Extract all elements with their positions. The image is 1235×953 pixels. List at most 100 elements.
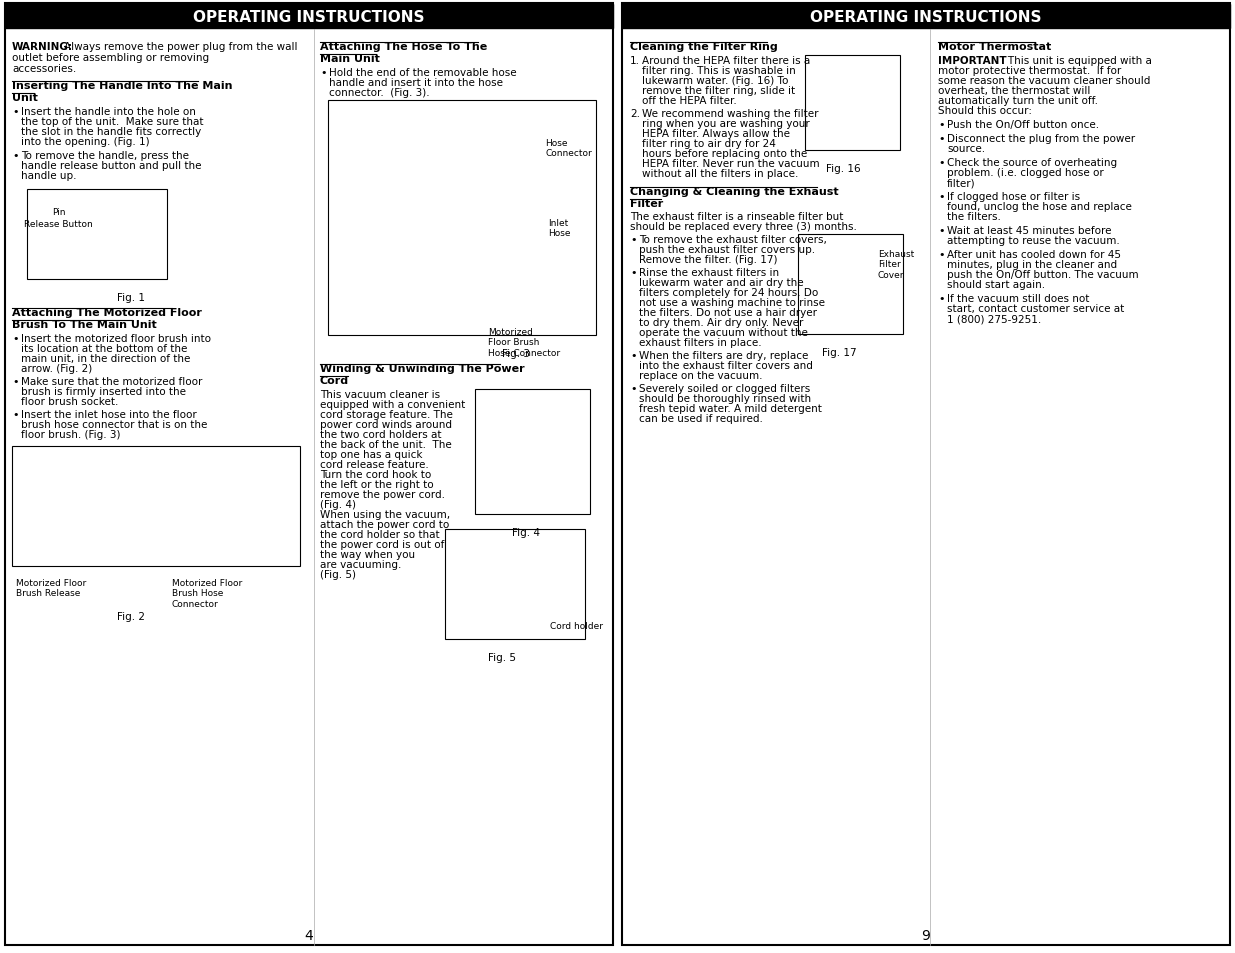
Text: •: • <box>630 384 636 394</box>
Text: OPERATING INSTRUCTIONS: OPERATING INSTRUCTIONS <box>193 10 425 25</box>
Text: cord storage feature. The: cord storage feature. The <box>320 410 453 419</box>
Text: When using the vacuum,: When using the vacuum, <box>320 510 450 519</box>
Text: floor brush. (Fig. 3): floor brush. (Fig. 3) <box>21 430 121 439</box>
Text: •: • <box>12 376 19 387</box>
Text: not use a washing machine to rinse: not use a washing machine to rinse <box>638 297 825 308</box>
Text: Insert the handle into the hole on: Insert the handle into the hole on <box>21 107 196 117</box>
Text: Inserting The Handle Into The Main: Inserting The Handle Into The Main <box>12 81 232 91</box>
Text: brush is firmly inserted into the: brush is firmly inserted into the <box>21 387 186 396</box>
Text: Insert the motorized floor brush into: Insert the motorized floor brush into <box>21 334 211 344</box>
Text: push the exhaust filter covers up.: push the exhaust filter covers up. <box>638 245 815 254</box>
Text: 4: 4 <box>305 928 314 942</box>
Text: To remove the handle, press the: To remove the handle, press the <box>21 151 189 161</box>
Bar <box>12 447 300 566</box>
Text: Push the On/Off button once.: Push the On/Off button once. <box>947 120 1099 130</box>
Text: overheat, the thermostat will: overheat, the thermostat will <box>939 86 1091 96</box>
Text: •: • <box>12 410 19 419</box>
Bar <box>622 4 1230 945</box>
Text: Fig. 17: Fig. 17 <box>823 348 857 357</box>
Text: equipped with a convenient: equipped with a convenient <box>320 399 466 410</box>
Text: Attaching The Motorized Floor: Attaching The Motorized Floor <box>12 308 201 317</box>
Text: brush hose connector that is on the: brush hose connector that is on the <box>21 419 207 430</box>
Text: outlet before assembling or removing: outlet before assembling or removing <box>12 53 209 63</box>
Text: Turn the cord hook to: Turn the cord hook to <box>320 470 431 479</box>
Text: fresh tepid water. A mild detergent: fresh tepid water. A mild detergent <box>638 403 821 414</box>
Text: the filters.: the filters. <box>947 212 1000 222</box>
Text: Fig. 3: Fig. 3 <box>501 349 530 358</box>
Text: Around the HEPA filter there is a: Around the HEPA filter there is a <box>642 56 810 66</box>
Text: can be used if required.: can be used if required. <box>638 414 763 423</box>
Text: Remove the filter. (Fig. 17): Remove the filter. (Fig. 17) <box>638 254 778 265</box>
Text: lukewarm water. (Fig. 16) To: lukewarm water. (Fig. 16) To <box>642 76 788 86</box>
Text: Changing & Cleaning the Exhaust: Changing & Cleaning the Exhaust <box>630 187 839 196</box>
Text: Main Unit: Main Unit <box>320 54 380 64</box>
Text: 9: 9 <box>921 928 930 942</box>
Text: should be thoroughly rinsed with: should be thoroughly rinsed with <box>638 394 811 403</box>
Text: •: • <box>12 334 19 344</box>
Text: off the HEPA filter.: off the HEPA filter. <box>642 96 737 106</box>
Text: 2.: 2. <box>630 109 640 119</box>
Text: Motorized
Floor Brush
Hose Connector: Motorized Floor Brush Hose Connector <box>488 328 561 357</box>
Text: Make sure that the motorized floor: Make sure that the motorized floor <box>21 376 203 387</box>
Text: Disconnect the plug from the power: Disconnect the plug from the power <box>947 133 1135 144</box>
Text: When the filters are dry, replace: When the filters are dry, replace <box>638 351 809 360</box>
Text: •: • <box>630 234 636 245</box>
Text: Inlet
Hose: Inlet Hose <box>548 219 571 238</box>
Text: •: • <box>939 120 945 130</box>
Text: OPERATING INSTRUCTIONS: OPERATING INSTRUCTIONS <box>810 10 1042 25</box>
Text: top one has a quick: top one has a quick <box>320 450 422 459</box>
Text: •: • <box>939 158 945 168</box>
Text: the filters. Do not use a hair dryer: the filters. Do not use a hair dryer <box>638 308 818 317</box>
Text: (Fig. 5): (Fig. 5) <box>320 569 356 579</box>
Text: power cord winds around: power cord winds around <box>320 419 452 430</box>
Text: Always remove the power plug from the wall: Always remove the power plug from the wa… <box>64 42 298 52</box>
Text: Release Button: Release Button <box>23 220 93 229</box>
Text: automatically turn the unit off.: automatically turn the unit off. <box>939 96 1102 106</box>
Bar <box>5 4 613 945</box>
Text: replace on the vacuum.: replace on the vacuum. <box>638 371 762 380</box>
Text: cord release feature.: cord release feature. <box>320 459 429 470</box>
Text: the power cord is out of: the power cord is out of <box>320 539 445 550</box>
Text: Pin: Pin <box>52 208 65 216</box>
Text: Brush To The Main Unit: Brush To The Main Unit <box>12 319 157 330</box>
Text: main unit, in the direction of the: main unit, in the direction of the <box>21 354 190 364</box>
Text: If the vacuum still does not: If the vacuum still does not <box>947 294 1089 304</box>
Text: Wait at least 45 minutes before: Wait at least 45 minutes before <box>947 226 1112 235</box>
Text: minutes, plug in the cleaner and: minutes, plug in the cleaner and <box>947 260 1118 270</box>
Text: connector.  (Fig. 3).: connector. (Fig. 3). <box>329 88 430 98</box>
Text: •: • <box>939 226 945 235</box>
Text: Rinse the exhaust filters in: Rinse the exhaust filters in <box>638 268 779 277</box>
Text: remove the power cord.: remove the power cord. <box>320 490 445 499</box>
Text: •: • <box>939 294 945 304</box>
Text: should be replaced every three (3) months.: should be replaced every three (3) month… <box>630 222 857 232</box>
Text: Cord: Cord <box>320 375 350 386</box>
Bar <box>805 56 900 151</box>
Text: We recommend washing the filter: We recommend washing the filter <box>642 109 819 119</box>
Text: The exhaust filter is a rinseable filter but: The exhaust filter is a rinseable filter… <box>630 212 844 222</box>
Text: •: • <box>939 133 945 144</box>
Text: (Fig. 4): (Fig. 4) <box>320 499 356 510</box>
Text: Attaching The Hose To The: Attaching The Hose To The <box>320 42 488 52</box>
Text: Cleaning the Filter Ring: Cleaning the Filter Ring <box>630 42 778 52</box>
Text: Hold the end of the removable hose: Hold the end of the removable hose <box>329 68 516 78</box>
Text: accessories.: accessories. <box>12 64 77 74</box>
Text: 1 (800) 275-9251.: 1 (800) 275-9251. <box>947 314 1041 324</box>
Text: the back of the unit.  The: the back of the unit. The <box>320 439 452 450</box>
Text: problem. (i.e. clogged hose or: problem. (i.e. clogged hose or <box>947 168 1104 178</box>
Text: •: • <box>939 250 945 260</box>
Text: Exhaust
Filter
Cover: Exhaust Filter Cover <box>878 250 914 279</box>
Text: Insert the inlet hose into the floor: Insert the inlet hose into the floor <box>21 410 196 419</box>
Text: attempting to reuse the vacuum.: attempting to reuse the vacuum. <box>947 235 1120 246</box>
Bar <box>622 5 1230 29</box>
Text: 1.: 1. <box>630 56 640 66</box>
Text: Motorized Floor
Brush Hose
Connector: Motorized Floor Brush Hose Connector <box>172 578 242 608</box>
Text: the top of the unit.  Make sure that: the top of the unit. Make sure that <box>21 117 204 127</box>
Text: Check the source of overheating: Check the source of overheating <box>947 158 1118 168</box>
Bar <box>5 5 613 29</box>
Text: Severely soiled or clogged filters: Severely soiled or clogged filters <box>638 384 810 394</box>
Text: into the opening. (Fig. 1): into the opening. (Fig. 1) <box>21 137 149 147</box>
Bar <box>27 190 167 280</box>
Text: found, unclog the hose and replace: found, unclog the hose and replace <box>947 202 1131 212</box>
Text: ring when you are washing your: ring when you are washing your <box>642 119 810 129</box>
Text: Hose
Connector: Hose Connector <box>545 139 592 158</box>
